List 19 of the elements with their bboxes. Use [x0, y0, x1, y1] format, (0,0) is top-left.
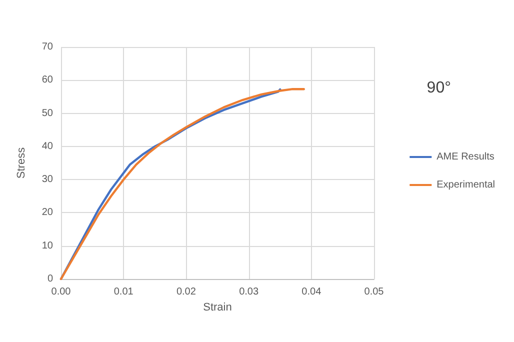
x-tick-label: 0.01	[114, 286, 134, 298]
legend-label: AME Results	[436, 152, 494, 162]
legend-label: Experimental	[436, 180, 495, 190]
x-axis-title: Strain	[203, 301, 232, 314]
x-tick-label: 0.00	[51, 286, 72, 298]
y-tick-label: 70	[42, 42, 54, 52]
y-tick-label: 40	[42, 140, 54, 152]
y-tick-label: 0	[47, 274, 54, 284]
x-tick-label: 0.03	[239, 286, 259, 298]
x-tick-label: 0.04	[302, 286, 322, 298]
y-tick-label: 20	[42, 207, 54, 218]
x-tick-label: 0.02	[176, 286, 196, 298]
text: 90°	[426, 80, 452, 96]
y-tick-label: 30	[42, 174, 54, 186]
y-tick-label: 60	[42, 74, 54, 86]
y-tick-label: 50	[42, 108, 54, 119]
x-tick-label: 0.05	[364, 286, 384, 298]
y-axis-title: Stress	[16, 146, 28, 179]
y-tick-label: 10	[42, 240, 54, 252]
